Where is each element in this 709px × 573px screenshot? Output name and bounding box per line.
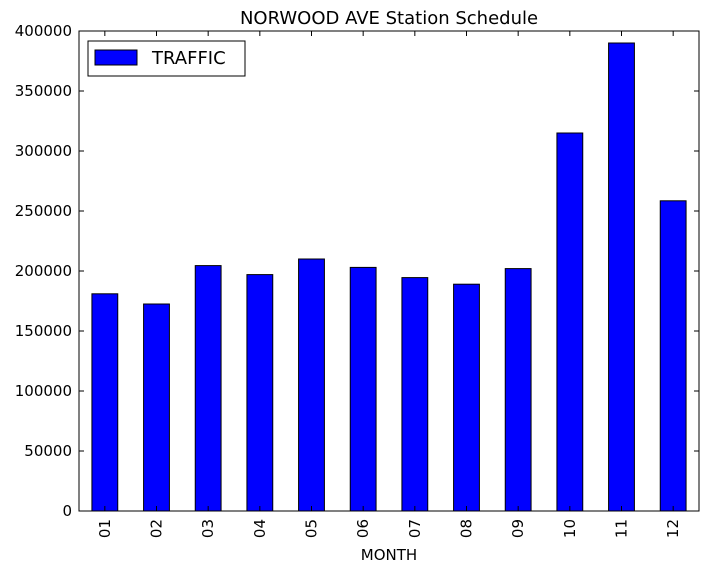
x-tick-label: 11 [613,519,631,538]
x-tick-label: 09 [509,519,527,538]
legend: TRAFFIC [87,40,246,77]
x-tick-label: 07 [406,519,424,538]
bar-12 [659,200,687,512]
bar-08 [453,283,480,512]
ticks-layer: 01 02 03 04 05 06 07 08 09 10 11 12 0 50000 100000 1500… [15,22,699,538]
x-tick-label: 06 [354,519,372,538]
x-tick-label: 04 [251,519,269,538]
bars-layer [91,42,687,512]
y-tick-label: 300000 [15,142,72,160]
y-tick-label: 350000 [15,82,72,100]
bar-09 [504,268,532,512]
bar-06 [349,266,377,512]
plot-frame [78,30,700,512]
bar-10 [556,132,584,512]
y-tick-label: 250000 [15,202,72,220]
x-tick-label: 01 [96,519,114,538]
x-tick-label: 08 [458,519,476,538]
y-tick-label: 200000 [15,262,72,280]
bar-01 [91,293,119,512]
chart-title: NORWOOD AVE Station Schedule [240,8,538,29]
y-tick-label: 150000 [15,322,72,340]
x-tick-label: 12 [664,519,682,538]
legend-swatch [94,49,138,66]
bar-07 [401,277,429,512]
x-tick-label: 02 [148,519,166,538]
y-tick-label: 0 [62,502,72,520]
x-tick-label: 03 [199,519,217,538]
bar-03 [194,265,222,512]
legend-label: TRAFFIC [151,48,226,69]
bar-11 [608,42,635,512]
y-tick-label: 100000 [15,382,72,400]
y-tick-label: 50000 [24,442,72,460]
x-axis-label: MONTH [361,546,417,564]
x-tick-label: 05 [303,519,321,538]
bar-04 [246,274,274,512]
y-tick-label: 400000 [15,22,72,40]
x-tick-label: 10 [561,519,579,538]
bar-02 [143,303,170,512]
bar-05 [298,258,325,512]
